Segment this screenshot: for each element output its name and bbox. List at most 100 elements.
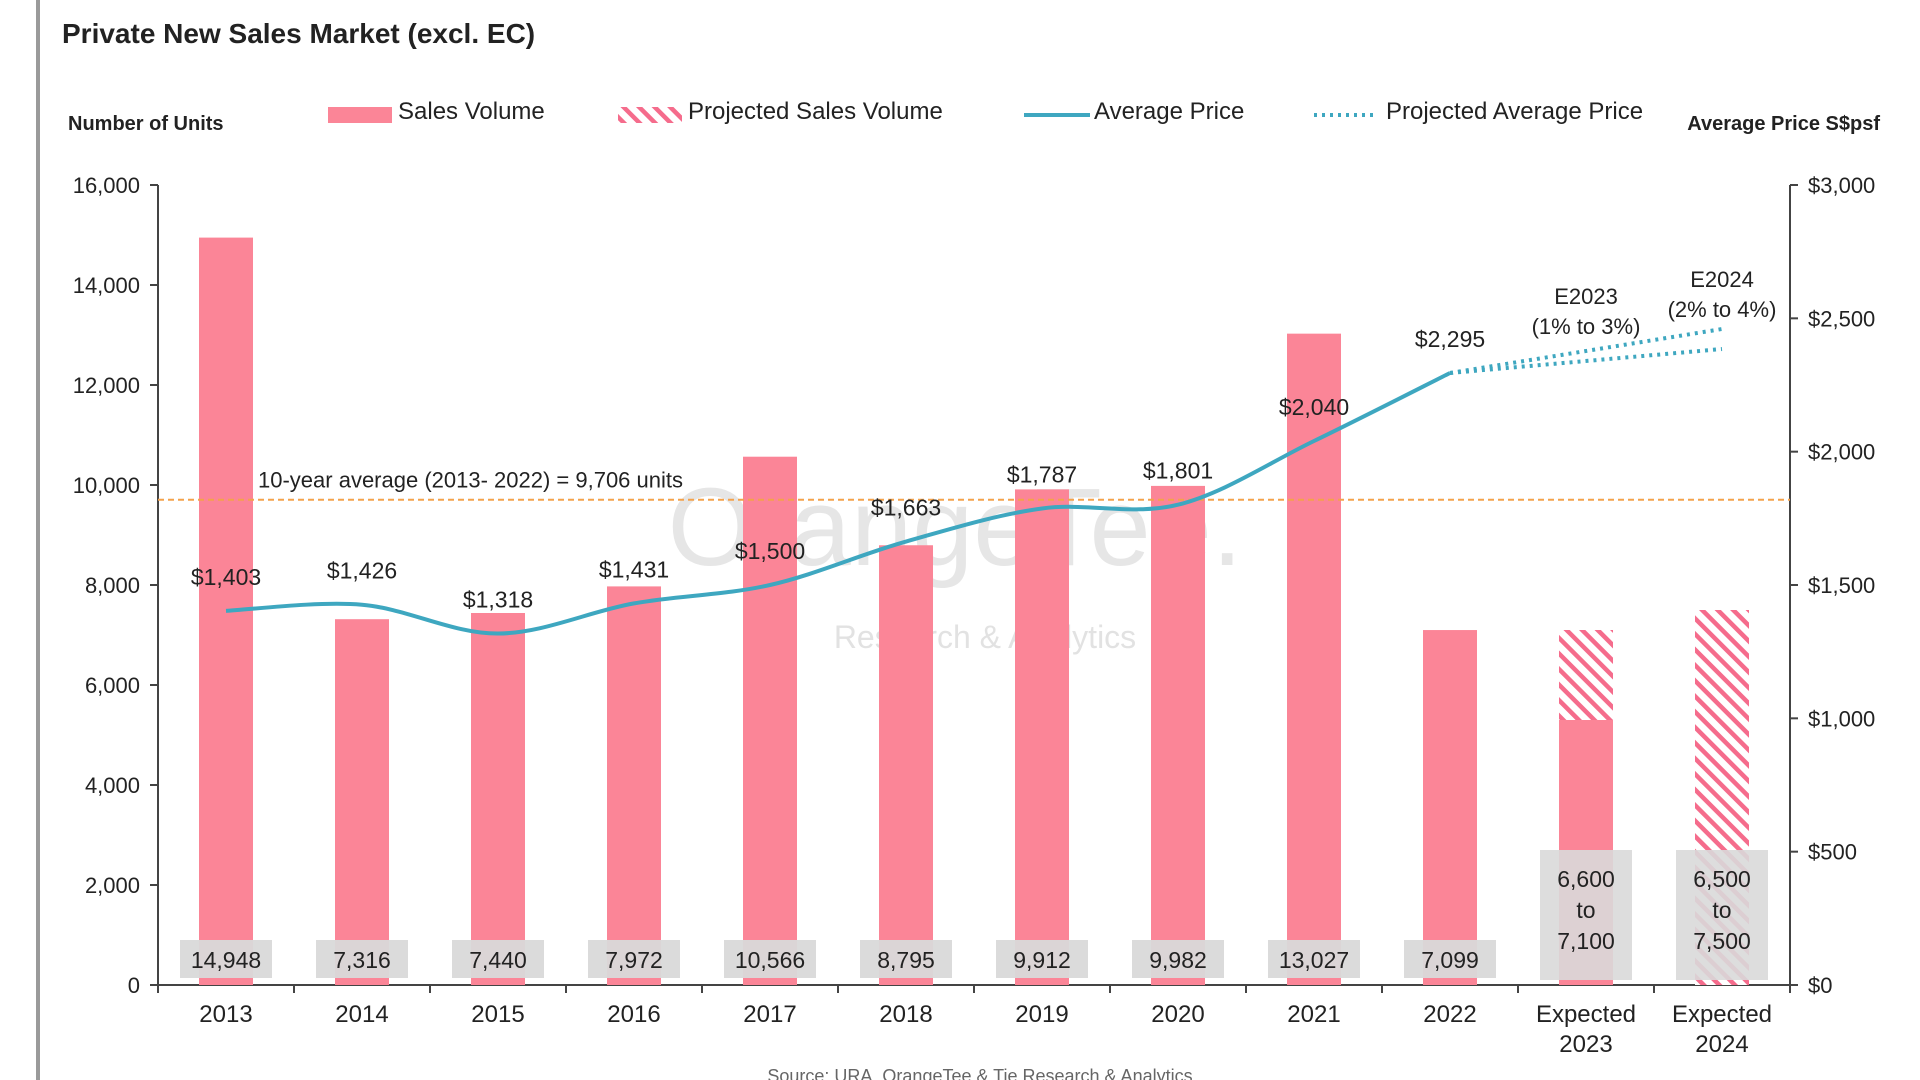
average-price-label: $1,426: [327, 558, 397, 584]
projection-label-2023: E2023: [1554, 284, 1618, 309]
sales-volume-bar: [335, 619, 389, 985]
volume-label-box: [180, 940, 272, 978]
legend-label-projected-sales-volume: Projected Sales Volume: [688, 98, 943, 125]
volume-label-box: [1268, 940, 1360, 978]
legend-label-projected-average-price: Projected Average Price: [1386, 98, 1643, 125]
x-tick-label: 2017: [743, 1001, 796, 1028]
left-tick-label: 2,000: [85, 873, 140, 898]
volume-label-box: [1404, 940, 1496, 978]
legend-label-sales-volume: Sales Volume: [398, 98, 545, 125]
footer: Source: URA, OrangeTee & Tie Research & …: [767, 1066, 1192, 1080]
x-tick-label: Expected: [1672, 1001, 1772, 1028]
volume-label-box: [996, 940, 1088, 978]
average-line: 10-year average (2013- 2022) = 9,706 uni…: [158, 468, 1790, 501]
sales-volume-bar: [1423, 630, 1477, 985]
x-tick-label: 2018: [879, 1001, 932, 1028]
projection-label-2023: (1% to 3%): [1532, 314, 1641, 339]
projected-average-price-upper: [1449, 327, 1723, 375]
average-price-label: $1,403: [191, 564, 261, 590]
volume-label: 7,316: [333, 947, 391, 973]
volume-label: 9,982: [1149, 947, 1207, 973]
volume-label: 7,440: [469, 947, 527, 973]
projection-label-2024: E2024: [1690, 267, 1754, 292]
chart-title: Private New Sales Market (excl. EC): [62, 18, 536, 49]
volume-label-box: [1676, 850, 1768, 980]
x-tick-label: Expected: [1536, 1001, 1636, 1028]
source-note: Source: URA, OrangeTee & Tie Research & …: [767, 1066, 1192, 1080]
right-axis-title: Average Price S$psf: [1687, 113, 1880, 135]
average-price-label: $1,500: [735, 538, 805, 564]
average-price-label: $2,040: [1279, 394, 1349, 420]
average-price-label: $1,663: [871, 495, 941, 521]
data-labels: $1,403 $1,426 $1,318 $1,431 $1,500 $1,663 $1,7…: [180, 267, 1776, 980]
sales-volume-bar: [1151, 485, 1205, 985]
volume-label-box: [588, 940, 680, 978]
volume-label: 7,099: [1421, 947, 1479, 973]
x-tick-label: 2015: [471, 1001, 524, 1028]
ten-year-average-label: 10-year average (2013- 2022) = 9,706 uni…: [258, 468, 683, 493]
x-tick-label: 2019: [1015, 1001, 1068, 1028]
legend: Sales Volume Projected Sales Volume Averag…: [328, 98, 1643, 125]
right-tick-label: $1,000: [1808, 706, 1875, 731]
volume-label: 7,500: [1693, 928, 1751, 954]
x-tick-label: 2014: [335, 1001, 388, 1028]
volume-label-box: [1540, 850, 1632, 980]
volume-label: 6,500: [1693, 866, 1751, 892]
projected-sales-volume-bar: [1559, 630, 1613, 720]
volume-label: 8,795: [877, 947, 935, 973]
left-tick-label: 16,000: [73, 173, 140, 198]
x-tick-label: 2013: [199, 1001, 252, 1028]
volume-label-box: [316, 940, 408, 978]
legend-label-average-price: Average Price: [1094, 98, 1244, 125]
sales-volume-bar: [471, 613, 525, 985]
sales-volume-bar: [743, 456, 797, 985]
average-price-label: $1,318: [463, 587, 533, 613]
right-tick-label: $3,000: [1808, 173, 1875, 198]
legend-swatch-sales-volume: [328, 107, 392, 123]
left-tick-label: 6,000: [85, 673, 140, 698]
left-tick-label: 8,000: [85, 573, 140, 598]
volume-label-box: [1132, 940, 1224, 978]
volume-label: 10,566: [735, 947, 805, 973]
volume-label: 13,027: [1279, 947, 1349, 973]
projected-average-price-lower: [1449, 347, 1723, 375]
average-price-label: $1,801: [1143, 458, 1213, 484]
volume-label: 14,948: [191, 947, 261, 973]
volume-label: 9,912: [1013, 947, 1071, 973]
x-tick-label: 2022: [1423, 1001, 1476, 1028]
bar-series: [199, 237, 1749, 986]
x-tick-label: 2020: [1151, 1001, 1204, 1028]
volume-label: to: [1712, 897, 1731, 923]
right-tick-label: $500: [1808, 840, 1857, 865]
x-tick-label: 2016: [607, 1001, 660, 1028]
frame-border: [36, 0, 40, 1080]
projection-label-2024: (2% to 4%): [1668, 297, 1777, 322]
volume-label: to: [1576, 897, 1595, 923]
left-tick-label: 12,000: [73, 373, 140, 398]
sales-volume-bar: [879, 545, 933, 985]
right-tick-label: $1,500: [1808, 573, 1875, 598]
left-axis-title: Number of Units: [68, 113, 224, 135]
x-tick-label: 2024: [1695, 1031, 1748, 1058]
average-price-label: $1,431: [599, 556, 669, 582]
price-series: [225, 327, 1723, 636]
sales-volume-bar: [1015, 489, 1069, 985]
left-tick-label: 10,000: [73, 473, 140, 498]
right-tick-label: $2,000: [1808, 440, 1875, 465]
average-price-label: $1,787: [1007, 461, 1077, 487]
left-tick-label: 14,000: [73, 273, 140, 298]
volume-label-box: [452, 940, 544, 978]
right-tick-label: $0: [1808, 973, 1832, 998]
x-tick-label: 2023: [1559, 1031, 1612, 1058]
x-tick-label: 2021: [1287, 1001, 1340, 1028]
volume-label-box: [860, 940, 952, 978]
left-tick-label: 4,000: [85, 773, 140, 798]
volume-label: 7,100: [1557, 928, 1615, 954]
volume-label: 7,972: [605, 947, 663, 973]
average-price-label: $2,295: [1415, 326, 1485, 352]
volume-label: 6,600: [1557, 866, 1615, 892]
sales-volume-bar: [607, 586, 661, 985]
legend-swatch-projected-sales-volume: [618, 107, 682, 123]
axes: 0 2,000 4,000 6,000 8,000 10,000 12,000 14,000 1…: [68, 113, 1880, 1058]
